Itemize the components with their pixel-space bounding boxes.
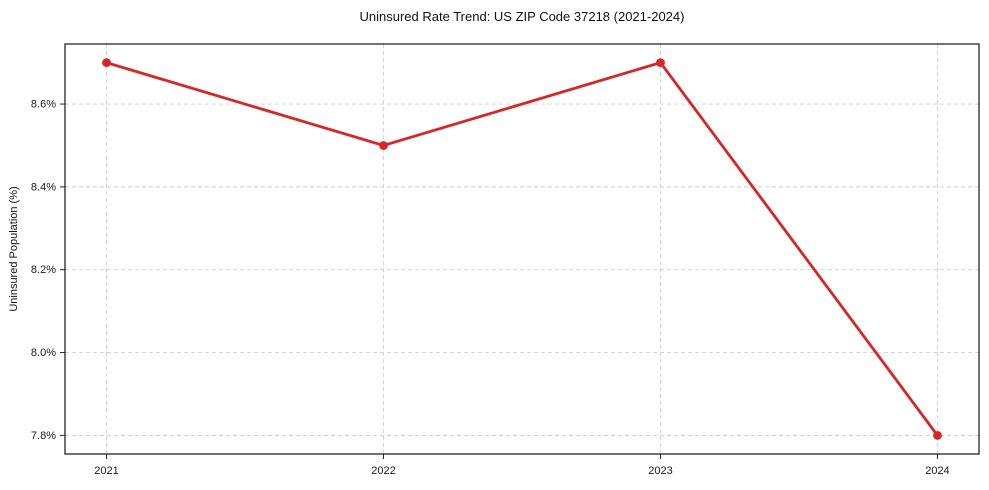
trend-line (105, 61, 939, 437)
data-point-marker (102, 58, 111, 68)
x-tick-label: 2021 (94, 465, 118, 477)
x-tick-label: 2022 (371, 465, 395, 477)
y-axis-label: Uninsured Population (%) (8, 186, 20, 312)
y-tick-label: 8.0% (31, 347, 56, 359)
x-tick-label: 2023 (648, 465, 672, 477)
y-tick-label: 7.8% (31, 430, 56, 442)
plot-border (64, 43, 980, 455)
chart-title: Uninsured Rate Trend: US ZIP Code 37218 … (359, 9, 685, 24)
y-tick-label: 8.6% (31, 99, 56, 111)
data-point-marker (656, 58, 665, 68)
y-tick-label: 8.4% (31, 181, 56, 193)
x-tick-label: 2024 (925, 465, 949, 477)
data-point-marker (379, 141, 388, 150)
data-point-marker (933, 430, 942, 440)
y-tick-label: 8.2% (31, 264, 56, 276)
